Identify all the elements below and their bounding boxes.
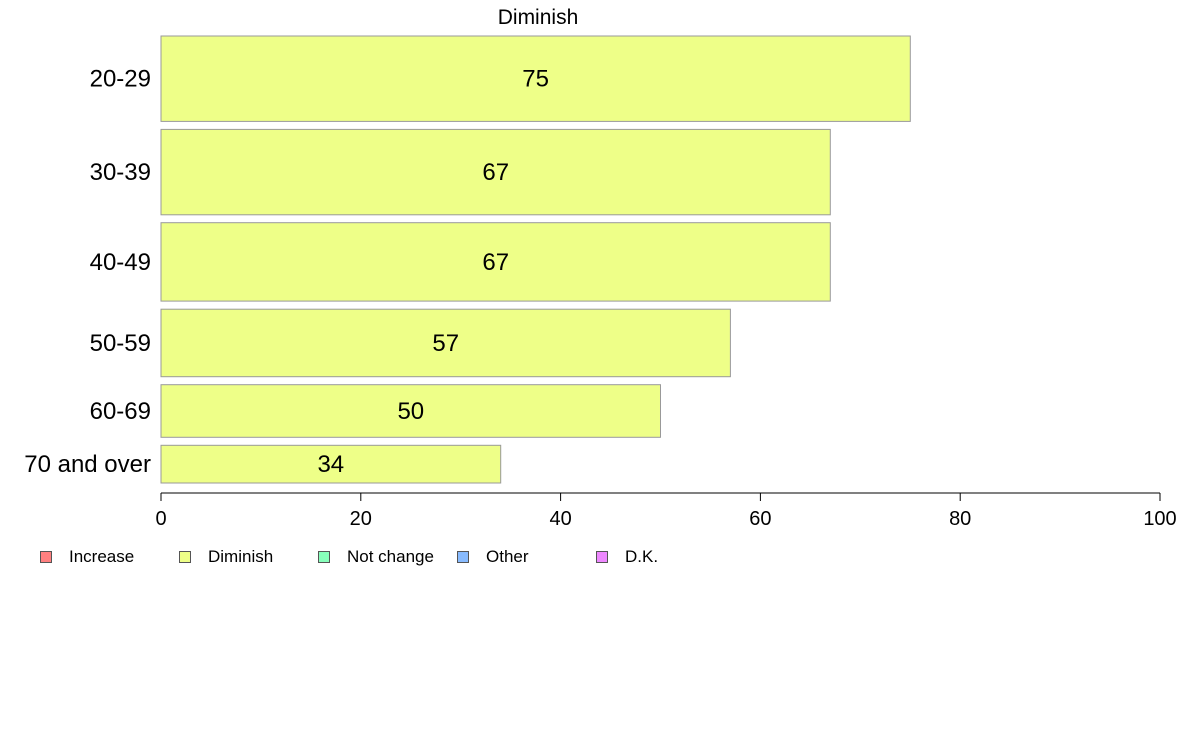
legend-item-other: Other — [457, 547, 529, 567]
category-label-70-and-over: 70 and over — [24, 451, 151, 478]
legend-swatch-not-change — [318, 551, 330, 563]
legend-swatch-diminish — [179, 551, 191, 563]
data-label-70-and-over: 34 — [317, 451, 344, 478]
legend-item-diminish: Diminish — [179, 547, 273, 567]
data-label-20-29: 75 — [522, 66, 549, 93]
legend-label-dk: D.K. — [625, 547, 659, 566]
bar-60-69 — [160, 384, 661, 438]
legend-item-not-change: Not change — [318, 547, 434, 567]
bar-40-49 — [160, 222, 831, 302]
chart-title: Diminish — [498, 6, 579, 29]
bar-50-59 — [160, 308, 731, 378]
legend-label-increase: Increase — [69, 547, 135, 566]
bar-30-39 — [160, 128, 831, 216]
category-label-40-49: 40-49 — [90, 249, 151, 276]
x-tick-label-60: 60 — [749, 508, 771, 530]
data-label-60-69: 50 — [397, 398, 424, 425]
legend-swatch-increase — [40, 551, 52, 563]
category-label-50-59: 50-59 — [90, 330, 151, 357]
data-label-40-49: 67 — [482, 249, 509, 276]
category-label-30-39: 30-39 — [90, 159, 151, 186]
x-tick-label-20: 20 — [350, 508, 372, 530]
legend-label-other: Other — [486, 547, 529, 566]
data-label-30-39: 67 — [482, 159, 509, 186]
category-label-20-29: 20-29 — [90, 66, 151, 93]
category-label-60-69: 60-69 — [90, 398, 151, 425]
legend-swatch-other — [457, 551, 469, 563]
legend-item-increase: Increase — [40, 547, 134, 567]
bar-70-and-over — [160, 444, 502, 484]
bar-chart: Diminish 75 20-29 67 30-39 67 40-49 57 50-59 50 6… — [24, 6, 1176, 530]
legend-label-diminish: Diminish — [208, 547, 274, 566]
data-label-50-59: 57 — [432, 330, 459, 357]
x-tick-label-80: 80 — [949, 508, 971, 530]
legend-item-dk: D.K. — [596, 547, 658, 567]
legend-swatch-dk — [596, 551, 608, 563]
x-tick-label-0: 0 — [155, 508, 166, 530]
x-tick-label-40: 40 — [549, 508, 571, 530]
x-tick-label-100: 100 — [1143, 508, 1176, 530]
legend-label-not-change: Not change — [347, 547, 434, 566]
chart-legend: Increase Diminish Not change Other D.K. — [40, 547, 760, 567]
bar-20-29 — [160, 35, 911, 122]
